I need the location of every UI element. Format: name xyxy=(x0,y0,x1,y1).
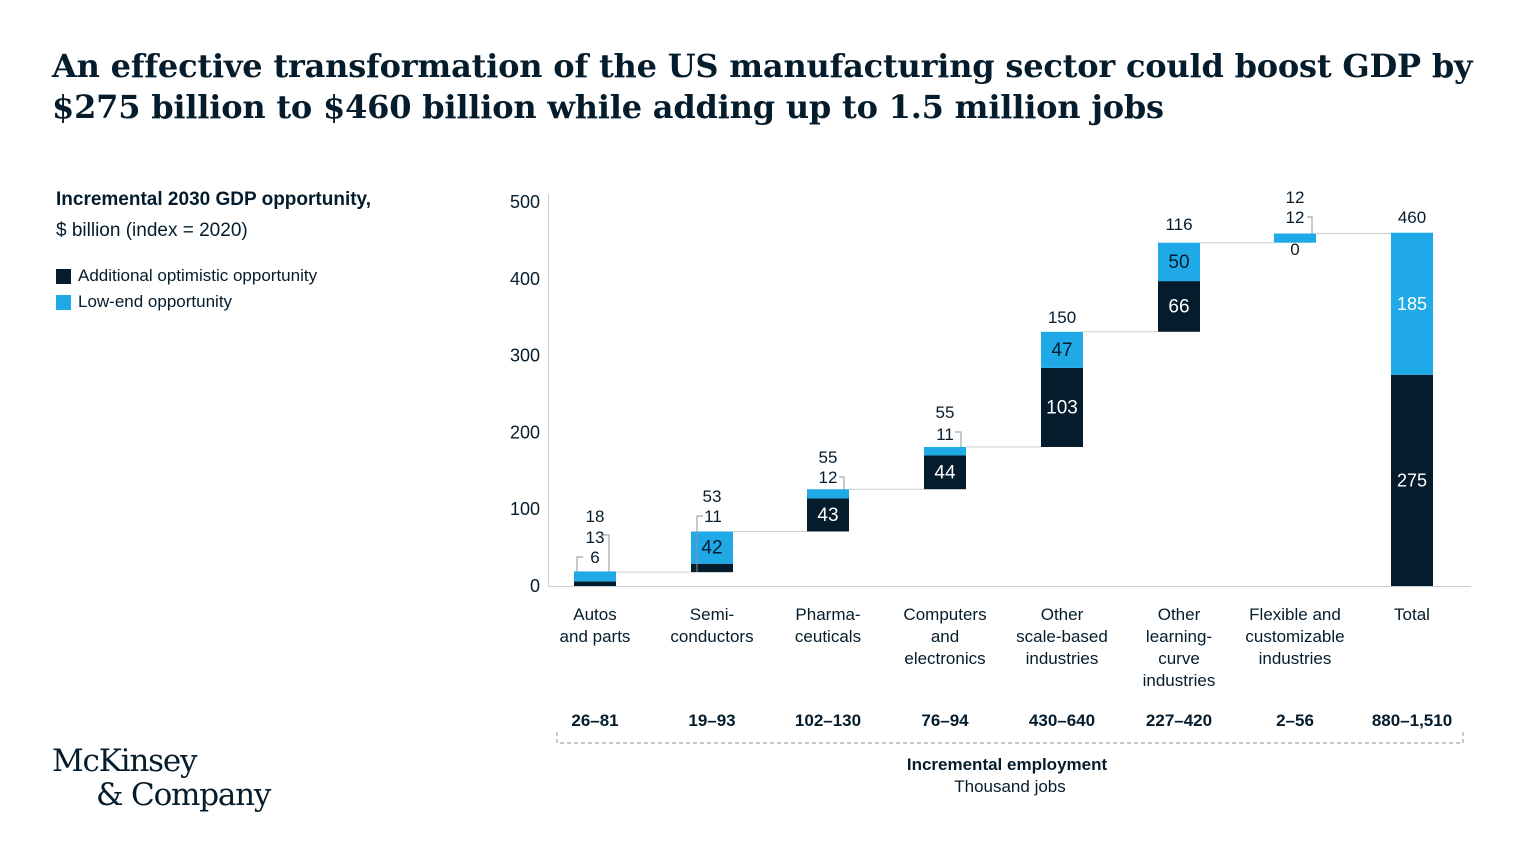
callout-bracket xyxy=(601,534,610,572)
logo-line-1: McKinsey xyxy=(52,743,198,779)
employment-value: 880–1,510 xyxy=(1372,711,1452,730)
category-label: ceuticals xyxy=(795,627,861,646)
bar-value-dark: 66 xyxy=(1168,296,1189,317)
bar-dark-segment xyxy=(574,581,616,586)
bar-light-segment xyxy=(1274,233,1316,243)
bar-value-dark: 44 xyxy=(934,462,956,483)
bar-dark-segment xyxy=(1158,281,1200,332)
bar-dark-segment xyxy=(807,498,849,532)
bar-dark-segment xyxy=(924,455,966,490)
legend-swatch-light xyxy=(56,294,71,310)
bar-light-segment xyxy=(1041,331,1083,368)
bar-light-segment xyxy=(924,446,966,456)
category-label: Pharma- xyxy=(795,605,860,624)
bar-light-segment xyxy=(691,531,733,564)
bar-value-light: 42 xyxy=(701,538,722,559)
unit-subtitle: $ billion (index = 2020) xyxy=(56,220,248,241)
employment-bracket xyxy=(556,732,1464,744)
category-label: Semi- xyxy=(690,605,734,624)
employment-value: 19–93 xyxy=(688,711,735,730)
callout-value-light: 11 xyxy=(936,425,954,444)
bar-dark-segment xyxy=(1041,367,1083,447)
y-tick-label: 0 xyxy=(530,576,540,596)
category-label: industries xyxy=(1259,649,1332,668)
category-label: industries xyxy=(1143,671,1216,690)
category-label: Total xyxy=(1394,605,1430,624)
bar-light-segment xyxy=(807,489,849,499)
bar-total-label: 150 xyxy=(1048,308,1076,327)
employment-value: 76–94 xyxy=(921,711,969,730)
bar-light-segment xyxy=(574,571,616,582)
bar-total-label: 55 xyxy=(936,403,955,422)
employment-value: 430–640 xyxy=(1029,711,1095,730)
category-label: learning- xyxy=(1146,627,1212,646)
unit-title: Incremental 2030 GDP opportunity, xyxy=(56,189,371,210)
bar-total-label: 18 xyxy=(586,507,605,526)
legend-swatch-dark xyxy=(56,268,71,284)
legend-item-low-end: Low-end opportunity xyxy=(56,292,232,312)
callout-value-dark: 6 xyxy=(590,548,599,567)
category-label: curve xyxy=(1158,649,1200,668)
bar-value-dark: 275 xyxy=(1397,470,1427,490)
category-label: customizable xyxy=(1245,627,1344,646)
callout-value-light: 12 xyxy=(1286,208,1305,227)
callout-value-light: 13 xyxy=(586,528,605,547)
bar-dark-segment xyxy=(691,563,733,573)
title-line-2: $275 billion to $460 billion while addin… xyxy=(52,88,1164,126)
callout-bracket xyxy=(955,431,962,447)
category-label: industries xyxy=(1026,649,1099,668)
callout-bracket xyxy=(576,556,583,572)
bar-value-light: 47 xyxy=(1051,340,1072,361)
callout-value-light: 12 xyxy=(819,468,838,487)
y-tick-label: 500 xyxy=(510,192,540,212)
employment-caption-title: Incremental employment xyxy=(907,755,1108,774)
callout-bracket xyxy=(696,515,703,573)
bar-value-dark: 103 xyxy=(1046,397,1078,418)
bar-light-segment xyxy=(1158,242,1200,282)
bar-total-label: 53 xyxy=(703,487,722,506)
bar-dark-segment xyxy=(1391,374,1433,586)
legend-label-low-end: Low-end opportunity xyxy=(78,292,233,311)
y-tick-label: 400 xyxy=(510,269,540,289)
category-label: and xyxy=(931,627,959,646)
callout-bracket xyxy=(839,476,845,490)
employment-caption-subtitle: Thousand jobs xyxy=(954,777,1066,796)
bar-total-label: 12 xyxy=(1286,188,1305,207)
bar-light-segment xyxy=(1391,232,1433,375)
y-tick-label: 100 xyxy=(510,499,540,519)
y-tick-label: 200 xyxy=(510,422,540,442)
category-label: scale-based xyxy=(1016,627,1108,646)
bar-value-light: 50 xyxy=(1168,252,1189,273)
page-title: An effective transformation of the US ma… xyxy=(52,46,1492,128)
legend-label-optimistic: Additional optimistic opportunity xyxy=(78,266,318,285)
category-label: and parts xyxy=(560,627,631,646)
category-label: Computers xyxy=(903,605,986,624)
bar-total-label: 460 xyxy=(1398,208,1426,227)
title-line-1: An effective transformation of the US ma… xyxy=(52,47,1473,85)
callout-value-dark: 11 xyxy=(704,507,722,526)
employment-value: 2–56 xyxy=(1276,711,1314,730)
employment-value: 102–130 xyxy=(795,711,861,730)
callout-bracket xyxy=(1307,216,1313,234)
callout-value-dark: 0 xyxy=(1290,240,1299,259)
legend-item-optimistic: Additional optimistic opportunity xyxy=(56,266,317,286)
bar-total-label: 116 xyxy=(1165,215,1192,234)
category-label: electronics xyxy=(904,649,985,668)
mckinsey-logo: McKinsey & Company xyxy=(52,743,271,813)
category-label: Autos xyxy=(573,605,616,624)
bar-value-light: 185 xyxy=(1397,294,1427,314)
employment-value: 227–420 xyxy=(1146,711,1212,730)
y-tick-label: 300 xyxy=(510,346,540,366)
category-label: Other xyxy=(1041,605,1084,624)
logo-line-2: & Company xyxy=(96,777,271,813)
bar-value-dark: 43 xyxy=(817,505,838,526)
category-label: conductors xyxy=(670,627,753,646)
category-label: Flexible and xyxy=(1249,605,1341,624)
bar-total-label: 55 xyxy=(819,448,838,467)
category-label: Other xyxy=(1158,605,1201,624)
employment-value: 26–81 xyxy=(571,711,618,730)
